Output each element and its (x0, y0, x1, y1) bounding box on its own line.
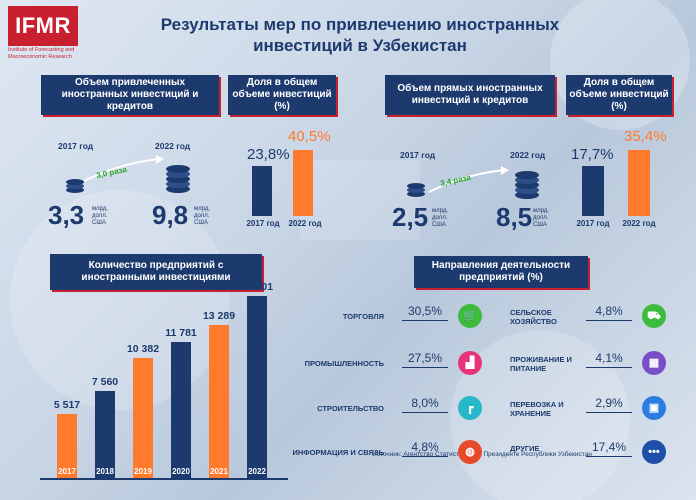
tractor-icon: ⛟ (642, 304, 666, 328)
source-note: Источник: Агентство Статистики при Прези… (372, 451, 592, 458)
hotel-icon: ▦ (642, 351, 666, 375)
panel3-unit-start: млрд. долл. США (432, 208, 448, 228)
page-title: Результаты мер по привлечению иностранны… (150, 14, 570, 56)
enterprises-value-2020: 11 781 (165, 327, 197, 339)
direction-underline (402, 456, 448, 457)
enterprises-bar-2019 (133, 358, 153, 478)
enterprises-baseline (40, 478, 288, 480)
panel3-value-end: 8,5 (496, 202, 533, 232)
factory-icon: ▟ (458, 351, 482, 375)
enterprises-year-2020: 2020 (172, 467, 190, 476)
panel4-label-2017: 2017 год (576, 219, 610, 228)
growth-arrow-icon (428, 166, 509, 193)
crane-icon: ┏ (458, 396, 482, 420)
panel4-label-2022: 2022 год (622, 219, 656, 228)
direction-label: ПЕРЕВОЗКА И ХРАНЕНИЕ (510, 400, 564, 418)
panel1-year-end: 2022 год (155, 141, 191, 151)
direction-underline (586, 320, 632, 321)
enterprises-year-2018: 2018 (96, 467, 114, 476)
direction-underline (402, 412, 448, 413)
enterprises-year-2021: 2021 (210, 467, 228, 476)
logo-subtitle: Institute of Forecasting and Macroeconom… (8, 47, 75, 60)
enterprises-bar-2017 (57, 414, 77, 478)
coins-icon (407, 183, 425, 197)
direction-underline (402, 320, 448, 321)
coins-stack-icon (515, 171, 539, 199)
panel1-year-start: 2017 год (58, 141, 94, 151)
direction-value: 4,8% (595, 304, 623, 318)
direction-value: 4,8% (411, 440, 439, 454)
panel3-value-start: 2,5 (392, 202, 429, 232)
title-line-2: инвестиций в Узбекистан (253, 36, 467, 55)
panel1-unit-end: млрд. долл. США (194, 206, 210, 226)
panel3-year-end: 2022 год (510, 150, 546, 160)
enterprises-value-2017: 5 517 (53, 399, 81, 411)
panel3-header: Объем прямых иностранных инвестиций и кр… (385, 75, 555, 115)
coins-stack-icon (166, 165, 190, 193)
direction-label: СТРОИТЕЛЬСТВО (317, 404, 384, 413)
panel2-label-2022: 2022 год (288, 219, 322, 228)
cart-icon: 🛒 (458, 304, 482, 328)
panel1-value-start: 3,3 (48, 200, 85, 230)
enterprises-header: Количество предприятий с иностранными ин… (50, 254, 262, 290)
panel4-header: Доля в общем объеме инвестиций (%) (566, 75, 672, 115)
direction-underline (402, 367, 448, 368)
directions-header: Направления деятельности предприятий (%) (414, 256, 588, 288)
panel1-header: Объем привлеченных иностранных инвестици… (41, 75, 219, 115)
panel2-header: Доля в общем объеме инвестиций (%) (228, 75, 336, 115)
panel4-bar-2022 (628, 150, 650, 216)
enterprises-value-2019: 10 382 (126, 343, 160, 355)
enterprises-year-2017: 2017 (58, 467, 76, 476)
enterprises-bar-2022 (247, 296, 267, 478)
enterprises-bar-2021 (209, 325, 229, 478)
panel1-value-end: 9,8 (152, 200, 189, 230)
direction-value: 17,4% (591, 440, 627, 454)
direction-label: СЕЛЬСКОЕ ХОЗЯЙСТВО (510, 308, 557, 326)
direction-label: ПРОМЫШЛЕННОСТЬ (304, 359, 384, 368)
dots-icon: ••• (642, 440, 666, 464)
direction-label: ИНФОРМАЦИЯ И СВЯЗЬ (292, 448, 384, 457)
forklift-icon: ▣ (642, 396, 666, 420)
direction-value: 8,0% (411, 396, 439, 410)
direction-underline (586, 367, 632, 368)
enterprises-year-2022: 2022 (248, 467, 266, 476)
panel4-bar-2017 (582, 166, 604, 216)
enterprises-bar-2018 (95, 391, 115, 478)
direction-label: ТОРГОВЛЯ (342, 312, 384, 321)
enterprises-value-2018: 7 560 (91, 376, 119, 388)
direction-underline (586, 456, 632, 457)
enterprises-bar-2020 (171, 342, 191, 478)
enterprises-value-2021: 13 289 (202, 310, 236, 322)
panel2-label-2017: 2017 год (246, 219, 280, 228)
panel3-year-start: 2017 год (400, 150, 436, 160)
direction-underline (586, 412, 632, 413)
direction-label: ПРОЖИВАНИЕ И ПИТАНИЕ (510, 355, 572, 373)
panel3-unit-end: млрд. долл. США (533, 208, 549, 228)
direction-value: 27,5% (407, 351, 443, 365)
panel2-value-2022: 40,5% (288, 128, 331, 145)
direction-value: 30,5% (407, 304, 443, 318)
direction-value: 2,9% (595, 396, 623, 410)
panel2-bar-2017 (252, 166, 272, 216)
enterprises-value-2022: 15 801 (240, 281, 274, 293)
growth-arrow-icon (83, 155, 164, 182)
logo: IFMR (8, 6, 78, 46)
panel2-bar-2022 (293, 150, 313, 216)
coins-icon (66, 179, 84, 193)
panel4-value-2017: 17,7% (571, 146, 614, 163)
enterprises-year-2019: 2019 (134, 467, 152, 476)
panel1-unit-start: млрд. долл. США (92, 206, 108, 226)
direction-label: ДРУГИЕ (510, 444, 540, 453)
direction-value: 4,1% (595, 351, 623, 365)
title-line-1: Результаты мер по привлечению иностранны… (160, 15, 560, 34)
globe-icon: ◍ (458, 440, 482, 464)
panel4-value-2022: 35,4% (624, 128, 667, 145)
panel2-value-2017: 23,8% (247, 146, 290, 163)
